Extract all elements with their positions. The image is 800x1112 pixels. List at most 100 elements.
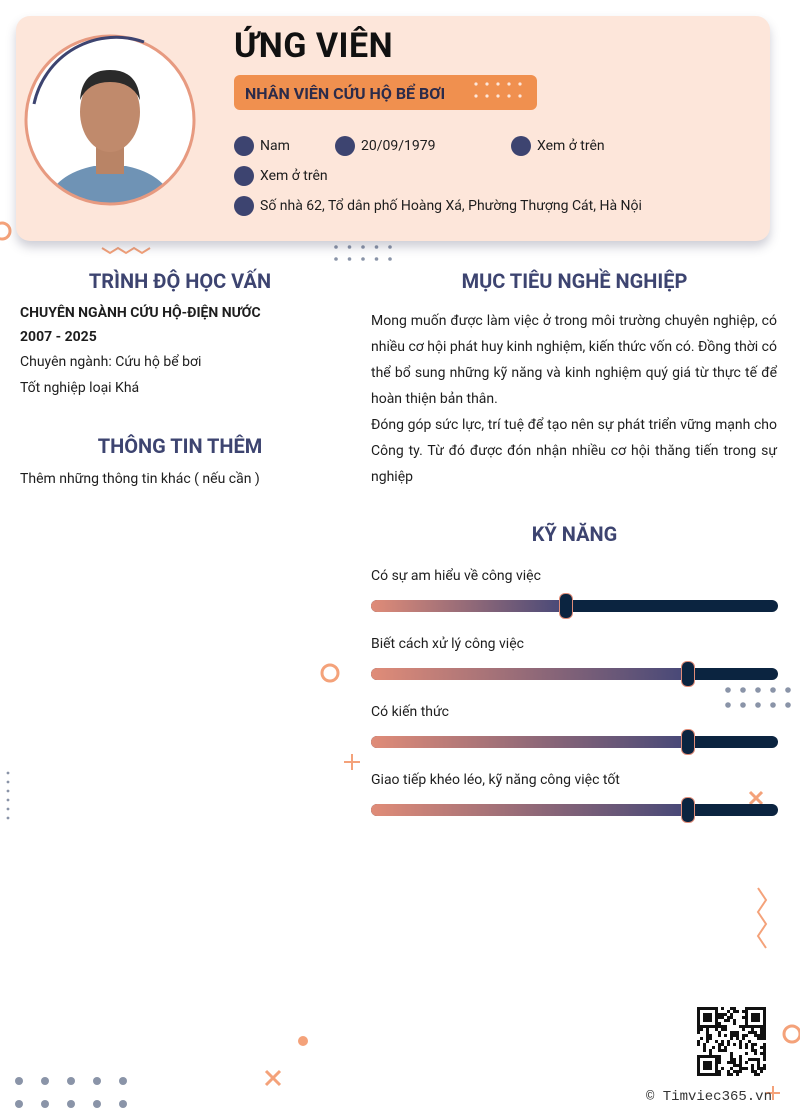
skill-level: [371, 668, 689, 680]
qr-module: [697, 1031, 700, 1034]
qr-module: [733, 1019, 736, 1022]
qr-module: [748, 1058, 751, 1061]
qr-module: [760, 1028, 763, 1031]
avatar: [24, 34, 196, 206]
zigzag: [756, 887, 768, 949]
dot: [740, 702, 746, 708]
zigzag: [101, 246, 151, 255]
qr-module: [724, 1025, 727, 1028]
period: 2007 - 2025: [20, 329, 97, 345]
skill-name: Có kiến thức: [371, 704, 449, 720]
qr-module: [703, 1061, 712, 1070]
cross: [264, 1069, 282, 1087]
qr-module: [730, 1034, 733, 1037]
qr-module: [763, 1064, 766, 1067]
qr-module: [739, 1067, 742, 1070]
dot: [334, 245, 338, 249]
address: Số nhà 62, Tổ dân phố Hoàng Xá, Phường T…: [260, 198, 642, 214]
qr-module: [718, 1031, 721, 1034]
qr-module: [745, 1043, 748, 1046]
qr-module: [730, 1067, 733, 1070]
skill-track: [371, 797, 778, 823]
plus: [766, 1086, 780, 1100]
qr-module: [724, 1049, 727, 1052]
qr-module: [751, 1058, 754, 1061]
qr-module: [721, 1025, 724, 1028]
qr-module: [706, 1031, 709, 1034]
qr-module: [715, 1040, 718, 1043]
dot: [15, 1077, 23, 1085]
skill-level: [371, 736, 689, 748]
dot: [6, 771, 10, 775]
info-phone: Xem ở trên: [511, 136, 605, 156]
qr-module: [739, 1061, 742, 1064]
dot: [474, 94, 478, 98]
ring: [0, 221, 12, 241]
qr-module: [703, 1043, 706, 1046]
qr-module: [742, 1025, 745, 1028]
qr-module: [760, 1052, 763, 1055]
dot: [361, 257, 365, 261]
qr-module: [751, 1049, 754, 1052]
dot: [6, 816, 10, 820]
qr-module: [721, 1016, 724, 1019]
ring: [782, 1024, 800, 1044]
qr-module: [736, 1064, 739, 1067]
qr-module: [727, 1016, 730, 1019]
qr-module: [763, 1043, 766, 1046]
qr-module: [709, 1049, 712, 1052]
qr-module: [721, 1028, 724, 1031]
qr-module: [754, 1031, 757, 1034]
dot: [785, 702, 791, 708]
qr-module: [733, 1022, 736, 1025]
dot: [485, 82, 489, 86]
birthdate: 20/09/1979: [361, 138, 436, 154]
qr-module: [721, 1007, 724, 1010]
qr-module: [718, 1058, 721, 1061]
dot: [518, 94, 522, 98]
objective: Mong muốn được làm việc ở trong môi trườ…: [371, 308, 777, 490]
dot: [740, 687, 746, 693]
qr-module: [745, 1052, 748, 1055]
qr-module: [724, 1013, 727, 1016]
section-title: KỸ NĂNG: [531, 522, 618, 546]
qr-module: [754, 1049, 757, 1052]
qr-module: [733, 1034, 736, 1037]
dot: [518, 82, 522, 86]
info-gender: Nam: [234, 136, 290, 156]
dot: [485, 94, 489, 98]
qr-module: [748, 1031, 751, 1034]
qr-module: [721, 1043, 724, 1046]
skill-name: Biết cách xử lý công việc: [371, 636, 524, 652]
dot: [298, 1036, 308, 1046]
qr-module: [727, 1061, 730, 1064]
qr-module: [697, 1040, 700, 1043]
skill-level: [371, 804, 689, 816]
qr-module: [757, 1073, 760, 1076]
qr-module: [757, 1037, 760, 1040]
position-badge: NHÂN VIÊN CỨU HỘ BỂ BƠI: [234, 75, 537, 110]
dot: [6, 780, 10, 784]
badge-dots: [474, 82, 522, 98]
qr-module: [721, 1049, 724, 1052]
qr-module: [718, 1016, 721, 1019]
qr-module: [706, 1034, 709, 1037]
qr-module: [763, 1031, 766, 1034]
qr-module: [718, 1055, 721, 1058]
qr-module: [703, 1049, 706, 1052]
qr-module: [751, 1064, 754, 1067]
qr-module: [721, 1067, 724, 1070]
qr-module: [763, 1028, 766, 1031]
qr-module: [763, 1049, 766, 1052]
skill-name: Có sự am hiểu về công việc: [371, 568, 541, 584]
skill-track: [371, 729, 778, 755]
qr-module: [724, 1046, 727, 1049]
qr-module: [727, 1019, 730, 1022]
qr-module: [760, 1031, 763, 1034]
qr-module: [754, 1052, 757, 1055]
dot: [725, 687, 731, 693]
dot: [496, 94, 500, 98]
qr-module: [751, 1013, 760, 1022]
qr-module: [739, 1058, 742, 1061]
